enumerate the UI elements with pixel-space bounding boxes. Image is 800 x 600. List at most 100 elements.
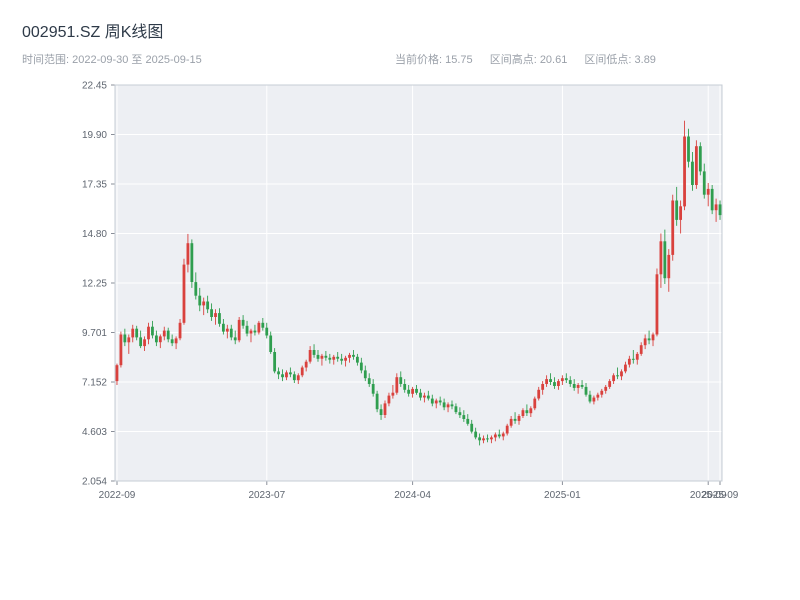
candle-body <box>596 394 600 398</box>
candle-body <box>517 416 521 421</box>
y-axis-tick-label: 12.25 <box>82 279 107 290</box>
range-low-label: 区间低点: 3.89 <box>584 54 656 66</box>
candle-body <box>505 425 509 434</box>
candle-body <box>446 404 450 408</box>
x-axis-tick-label: 2025-01 <box>544 490 581 501</box>
candle-body <box>379 409 383 415</box>
candle-body <box>549 379 552 382</box>
candle-body <box>375 393 379 410</box>
candle-body <box>143 339 146 347</box>
candle-body <box>493 434 497 438</box>
candle-body <box>115 365 119 382</box>
candle-body <box>442 402 446 408</box>
candle-body <box>434 400 438 404</box>
candle-body <box>553 382 556 386</box>
candle-body <box>576 385 580 388</box>
candle-body <box>604 386 608 391</box>
candle-body <box>166 330 170 340</box>
candle-body <box>509 418 513 426</box>
candle-body <box>245 325 249 334</box>
y-axis-tick-label: 7.152 <box>82 378 107 389</box>
candle-body <box>679 206 683 220</box>
y-axis-tick-label: 9.701 <box>82 328 107 339</box>
candle-body <box>407 389 411 394</box>
y-axis-tick-label: 19.90 <box>82 130 107 141</box>
candle-body <box>253 330 257 333</box>
candle-body <box>158 336 162 343</box>
candle-body <box>131 328 135 338</box>
plot-frame <box>114 84 723 482</box>
candle-body <box>257 322 261 333</box>
candle-body <box>328 357 332 360</box>
candle-body <box>233 337 237 341</box>
candle-body <box>521 410 525 416</box>
candle-body <box>423 395 426 398</box>
candle-body <box>170 339 174 344</box>
candle-body <box>135 328 139 338</box>
candle-body <box>438 400 442 403</box>
candle-body <box>218 313 221 324</box>
candle-body <box>466 418 470 424</box>
candle-body <box>584 386 588 395</box>
x-axis-tick-label: 2023-07 <box>248 490 285 501</box>
candle-body <box>190 243 194 282</box>
price-stats: 当前价格: 15.75 区间高点: 20.61 区间低点: 3.89 <box>395 51 670 67</box>
candle-body <box>332 356 336 360</box>
candle-body <box>683 136 686 207</box>
candle-body <box>367 378 371 384</box>
candle-body <box>214 313 217 317</box>
candle-body <box>545 379 548 384</box>
candle-body <box>702 171 706 195</box>
candle-body <box>620 371 623 377</box>
candle-body <box>588 394 592 402</box>
y-axis-tick-label: 17.35 <box>82 180 107 191</box>
candle-body <box>281 374 284 378</box>
candle-body <box>225 328 229 332</box>
candle-body <box>462 415 466 419</box>
candle-body <box>568 380 572 384</box>
candle-body <box>675 200 679 220</box>
candle-body <box>714 204 718 211</box>
candle-body <box>237 319 241 341</box>
candle-body <box>324 355 328 358</box>
candle-body <box>537 389 541 399</box>
page-title: 002951.SZ 周K线图 <box>22 24 164 41</box>
candle-body <box>450 404 454 407</box>
candle-body <box>308 350 312 362</box>
candle-body <box>174 338 178 344</box>
candle-body <box>557 381 560 386</box>
candle-body <box>478 437 481 441</box>
candle-body <box>261 322 265 328</box>
candle-body <box>395 377 399 393</box>
candle-body <box>572 384 576 388</box>
candle-body <box>277 371 280 375</box>
candle-body <box>541 384 545 390</box>
x-axis-tick-label: 2024-04 <box>394 490 431 501</box>
candle-body <box>403 384 407 390</box>
candle-body <box>490 437 493 440</box>
candle-body <box>359 362 363 371</box>
candle-body <box>592 397 596 402</box>
candle-body <box>387 395 391 404</box>
candle-body <box>363 370 367 379</box>
candle-body <box>320 355 324 359</box>
candle-body <box>647 338 651 341</box>
current-price-label: 当前价格: 15.75 <box>395 54 473 66</box>
range-high-label: 区间高点: 20.61 <box>489 54 568 66</box>
candle-body <box>419 392 422 398</box>
candle-body <box>300 367 304 376</box>
candle-body <box>671 200 675 255</box>
candle-body <box>123 334 127 343</box>
candle-body <box>356 356 359 363</box>
x-axis-tick-label: 2022-09 <box>99 490 136 501</box>
candle-body <box>202 301 206 306</box>
candle-body <box>580 385 584 387</box>
candle-body <box>182 264 186 323</box>
candle-body <box>710 188 714 211</box>
y-axis-tick-label: 4.603 <box>82 427 107 438</box>
candle-body <box>612 375 616 382</box>
candle-body <box>352 354 355 357</box>
candle-body <box>458 412 462 416</box>
candle-body <box>336 356 340 359</box>
